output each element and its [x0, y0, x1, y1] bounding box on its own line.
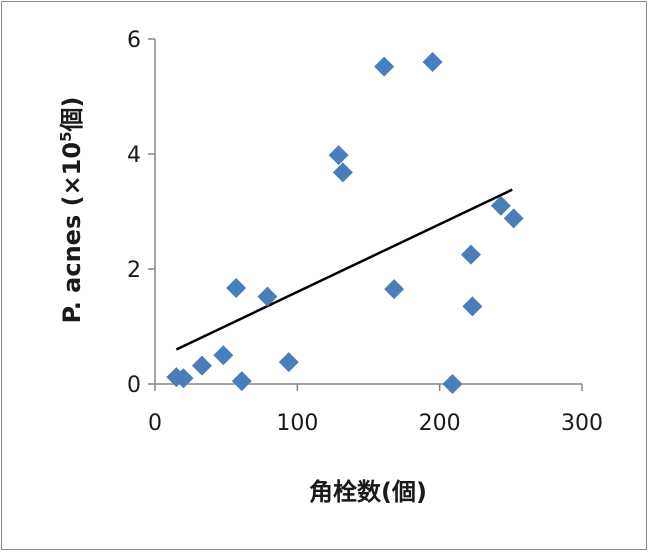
- data-point: [332, 162, 353, 183]
- x-ticks: 0 100 200 300: [148, 384, 603, 436]
- data-point: [231, 371, 252, 392]
- data-point: [490, 195, 511, 216]
- y-ticks: 0 2 4 6: [127, 28, 155, 398]
- y-axis-title: P. acnes (×105個): [57, 97, 86, 324]
- data-points: [166, 52, 524, 394]
- y-tick-label: 0: [127, 373, 141, 398]
- data-point: [460, 244, 481, 265]
- y-axis-title-main: P. acnes (×10: [58, 142, 86, 324]
- x-axis-title: 角栓数(個): [309, 478, 427, 506]
- data-point: [226, 277, 247, 298]
- y-tick-label: 6: [127, 28, 141, 53]
- y-axis-title-superscript: 5: [57, 131, 75, 141]
- x-tick-label: 100: [276, 411, 318, 436]
- data-point: [328, 145, 349, 166]
- data-point: [191, 355, 212, 376]
- axes: [154, 39, 582, 385]
- y-axis-title-tail: 個): [58, 97, 86, 133]
- y-tick-label: 4: [127, 143, 141, 168]
- data-point: [257, 286, 278, 307]
- data-point: [278, 352, 299, 373]
- data-point: [374, 56, 395, 77]
- trendline-group: [175, 188, 513, 351]
- data-point: [384, 279, 405, 300]
- data-point: [422, 52, 443, 72]
- data-point: [442, 374, 463, 394]
- y-tick-label: 2: [127, 258, 141, 283]
- data-point: [462, 296, 483, 317]
- x-tick-label: 200: [419, 411, 461, 436]
- trendline: [175, 188, 513, 351]
- data-point: [503, 208, 524, 229]
- data-point: [173, 368, 194, 389]
- data-point: [213, 345, 234, 366]
- x-tick-label: 300: [561, 411, 603, 436]
- x-tick-label: 0: [148, 411, 162, 436]
